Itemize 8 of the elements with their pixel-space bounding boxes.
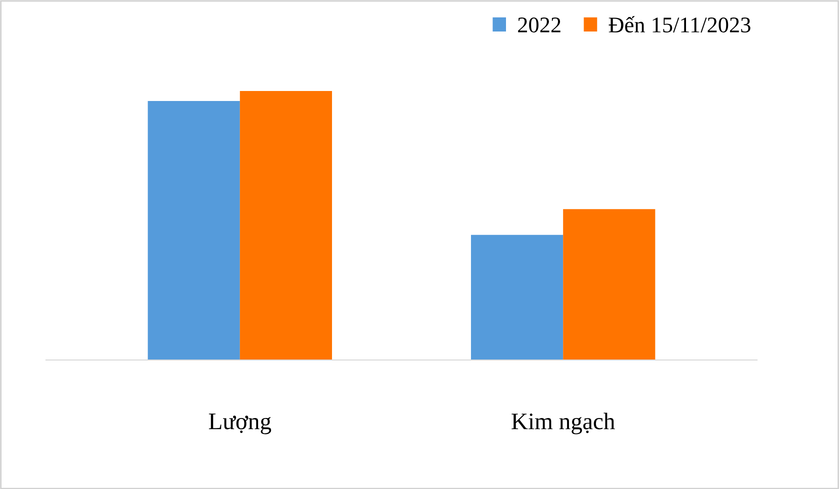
bar xyxy=(148,100,240,360)
bar xyxy=(563,209,656,360)
bar xyxy=(470,234,564,360)
legend-label: 2022 xyxy=(518,17,560,32)
x-tick-label: Lượng xyxy=(208,414,272,434)
x-tick-label: Kim ngạch xyxy=(512,412,615,434)
legend-label: Đến 15/11/2023 xyxy=(608,16,750,32)
bar xyxy=(240,91,332,360)
